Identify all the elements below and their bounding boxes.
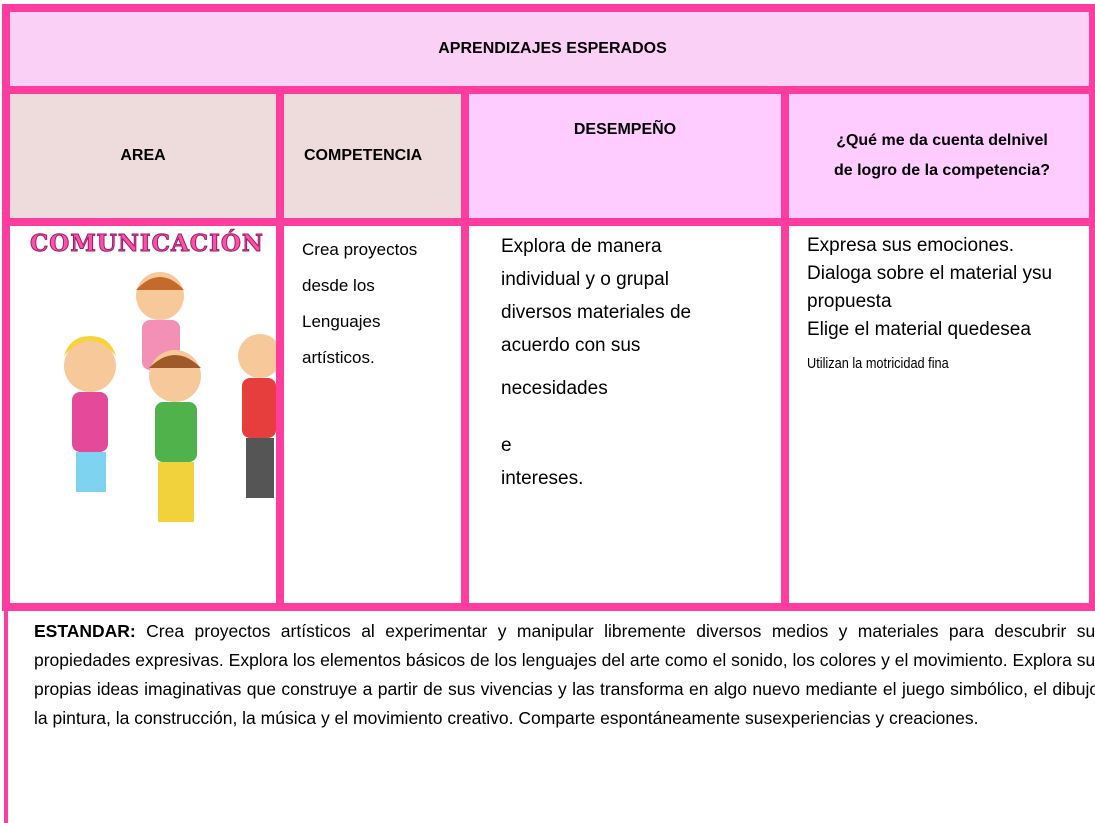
border [1089, 4, 1095, 611]
border [781, 86, 789, 611]
border [2, 4, 10, 611]
header: ¿Qué me da cuenta delnivel de logro de l… [833, 132, 1051, 179]
border [2, 4, 1095, 12]
desempeno-line: diversos materiales de [501, 302, 692, 323]
area-label: COMUNICACIÓN [30, 230, 264, 258]
estandar-text: Crea proyectos artísticos al experimenta… [34, 621, 1095, 728]
children-illustration [64, 272, 276, 522]
estandar: ESTANDAR: Crea proyectos artísticos al e… [34, 617, 1095, 817]
desempeno-line: individual y o grupal [501, 269, 669, 290]
competencia-line: artísticos. [302, 348, 375, 367]
header-cell: ¿Qué me da cuenta delnivel de logro de l… [789, 94, 1095, 218]
border [2, 603, 1095, 611]
area-cell: COMUNICACIÓN [10, 226, 276, 603]
desempeno-line: necesidades [501, 378, 608, 399]
logro-line: Utilizan la motricidad fina [807, 355, 949, 372]
desempeno-line: intereses. [501, 468, 584, 489]
header: AREA [120, 147, 166, 164]
border [4, 611, 8, 823]
logro-line: Expresa sus emociones. [807, 235, 1014, 256]
child [149, 350, 201, 522]
desempeno-line: acuerdo con sus [501, 335, 641, 356]
desempeno-line: Explora de manera [501, 236, 662, 257]
header-cell: AREA [10, 94, 276, 218]
header-cell: DESEMPEÑO [469, 94, 781, 218]
desempeno-line: e [501, 435, 512, 456]
border [2, 86, 1095, 94]
logro-cell: Expresa sus emociones. Dialoga sobre el m… [789, 226, 1095, 603]
competencia-line: Lenguajes [302, 312, 381, 331]
header: DESEMPEÑO [573, 121, 677, 138]
child [238, 334, 276, 498]
border [461, 86, 469, 611]
estandar-label: ESTANDAR: [34, 621, 136, 641]
table-title: APRENDIZAJES ESPERADOS [438, 40, 667, 57]
competencia-line: desde los [302, 276, 375, 295]
header: COMPETENCIA [304, 147, 423, 164]
logro-line: Dialoga sobre el material ysu propuesta [807, 263, 1053, 312]
header-cell: COMPETENCIA [284, 94, 461, 218]
desempeno-cell: Explora de manera individual y o grupal di… [469, 226, 781, 603]
logro-line: Elige el material quedesea [807, 319, 1031, 340]
border [2, 218, 1095, 226]
competencia-cell: Crea proyectos desde los Lenguajes artístic… [284, 226, 461, 603]
title-cell: APRENDIZAJES ESPERADOS [10, 12, 1095, 86]
child [64, 336, 116, 492]
competencia-line: Crea proyectos [302, 240, 418, 259]
border [276, 86, 284, 611]
